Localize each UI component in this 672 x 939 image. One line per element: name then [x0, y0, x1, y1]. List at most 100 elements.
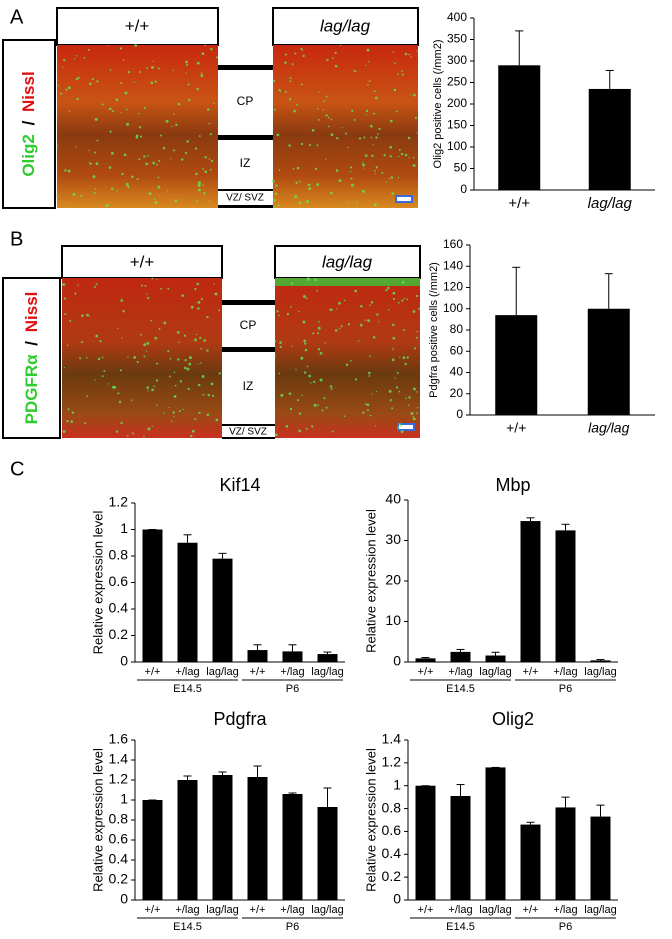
zone-divider	[222, 424, 275, 426]
stain-green: Olig2	[19, 134, 38, 177]
y-tick-label: 0.6	[382, 822, 402, 838]
cell-signal	[347, 323, 351, 326]
cell-signal	[143, 355, 146, 358]
cell-signal	[145, 350, 147, 352]
bar	[555, 807, 576, 900]
cell-signal	[118, 400, 122, 404]
cell-signal	[300, 83, 303, 86]
cell-signal	[201, 375, 205, 378]
cell-signal	[323, 100, 326, 102]
cell-signal	[186, 367, 190, 371]
cell-signal	[181, 294, 185, 297]
cell-signal	[136, 361, 139, 364]
y-axis-label: Relative expression level	[363, 509, 378, 653]
cell-signal	[289, 80, 292, 83]
cell-signal	[277, 204, 280, 207]
cell-signal	[378, 127, 381, 131]
cell-signal	[387, 286, 390, 290]
cell-signal	[101, 356, 104, 359]
bar	[142, 800, 163, 900]
y-tick-label: 1.2	[382, 754, 402, 770]
bar	[520, 521, 541, 662]
cell-signal	[399, 356, 401, 358]
cell-signal	[385, 288, 388, 292]
cell-signal	[412, 310, 416, 313]
cell-signal	[154, 201, 158, 204]
cell-signal	[371, 393, 373, 395]
cell-signal	[389, 145, 393, 149]
bar	[177, 780, 198, 900]
cell-signal	[404, 362, 407, 366]
cell-signal	[178, 410, 181, 412]
cell-signal	[398, 423, 401, 426]
x-tick-label: +/lag	[175, 666, 199, 678]
cell-signal	[86, 313, 89, 317]
x-tick-label: +/+	[418, 666, 434, 678]
cell-signal	[167, 350, 170, 353]
cell-signal	[64, 169, 67, 172]
cell-signal	[101, 103, 104, 106]
cell-signal	[208, 158, 211, 160]
cell-signal	[291, 345, 293, 347]
cell-signal	[296, 399, 299, 402]
cell-signal	[334, 51, 337, 54]
cell-signal	[357, 340, 360, 342]
cell-signal	[397, 426, 400, 429]
cell-signal	[163, 412, 165, 414]
cell-signal	[80, 341, 83, 344]
panel-letter: A	[10, 6, 24, 28]
chart-title: Mbp	[495, 475, 530, 495]
zone-label: CP	[240, 318, 257, 332]
cell-signal	[72, 192, 76, 196]
cell-signal	[389, 398, 392, 401]
cell-signal	[301, 49, 304, 52]
cell-signal	[331, 430, 334, 433]
cell-signal	[387, 308, 390, 311]
cell-signal	[400, 152, 404, 156]
cell-signal	[365, 114, 367, 116]
cell-signal	[63, 297, 67, 300]
cell-signal	[204, 170, 208, 174]
cell-signal	[196, 87, 199, 91]
y-tick-label: 1.6	[109, 731, 129, 747]
cell-signal	[105, 204, 109, 208]
y-tick-label: 120	[443, 280, 463, 294]
cell-signal	[402, 356, 406, 360]
cell-signal	[345, 363, 349, 367]
cell-signal	[182, 408, 184, 411]
cell-signal	[153, 385, 156, 387]
cell-signal	[323, 397, 326, 400]
cell-signal	[146, 341, 150, 345]
cell-signal	[368, 80, 371, 82]
cell-signal	[316, 144, 319, 147]
cell-signal	[200, 298, 203, 301]
bar	[212, 775, 233, 900]
bar	[485, 767, 506, 900]
cell-signal	[154, 80, 157, 83]
cell-signal	[173, 371, 176, 374]
cell-signal	[286, 313, 290, 316]
x-tick-label: +/lag	[175, 904, 199, 916]
cell-signal	[367, 319, 371, 323]
y-tick-label: 0.8	[109, 811, 129, 827]
cell-signal	[377, 133, 379, 135]
cell-signal	[111, 385, 115, 389]
y-tick-label: 20	[385, 572, 401, 588]
cell-signal	[392, 297, 395, 301]
cell-signal	[143, 107, 146, 110]
group-label: E14.5	[173, 683, 202, 695]
cell-signal	[210, 382, 214, 386]
cell-signal	[418, 307, 421, 310]
cell-signal	[293, 109, 296, 113]
y-tick-label: 0	[393, 653, 401, 669]
cell-signal	[416, 336, 419, 339]
cell-signal	[110, 187, 114, 191]
cell-signal	[197, 63, 200, 65]
y-axis-label: Olig2 positive cells (/mm2)	[432, 40, 444, 169]
cell-signal	[99, 340, 102, 343]
cell-signal	[109, 69, 112, 71]
y-axis-label: Relative expression level	[90, 748, 105, 892]
cell-signal	[416, 132, 419, 134]
cell-signal	[84, 422, 87, 425]
cell-signal	[158, 159, 161, 163]
